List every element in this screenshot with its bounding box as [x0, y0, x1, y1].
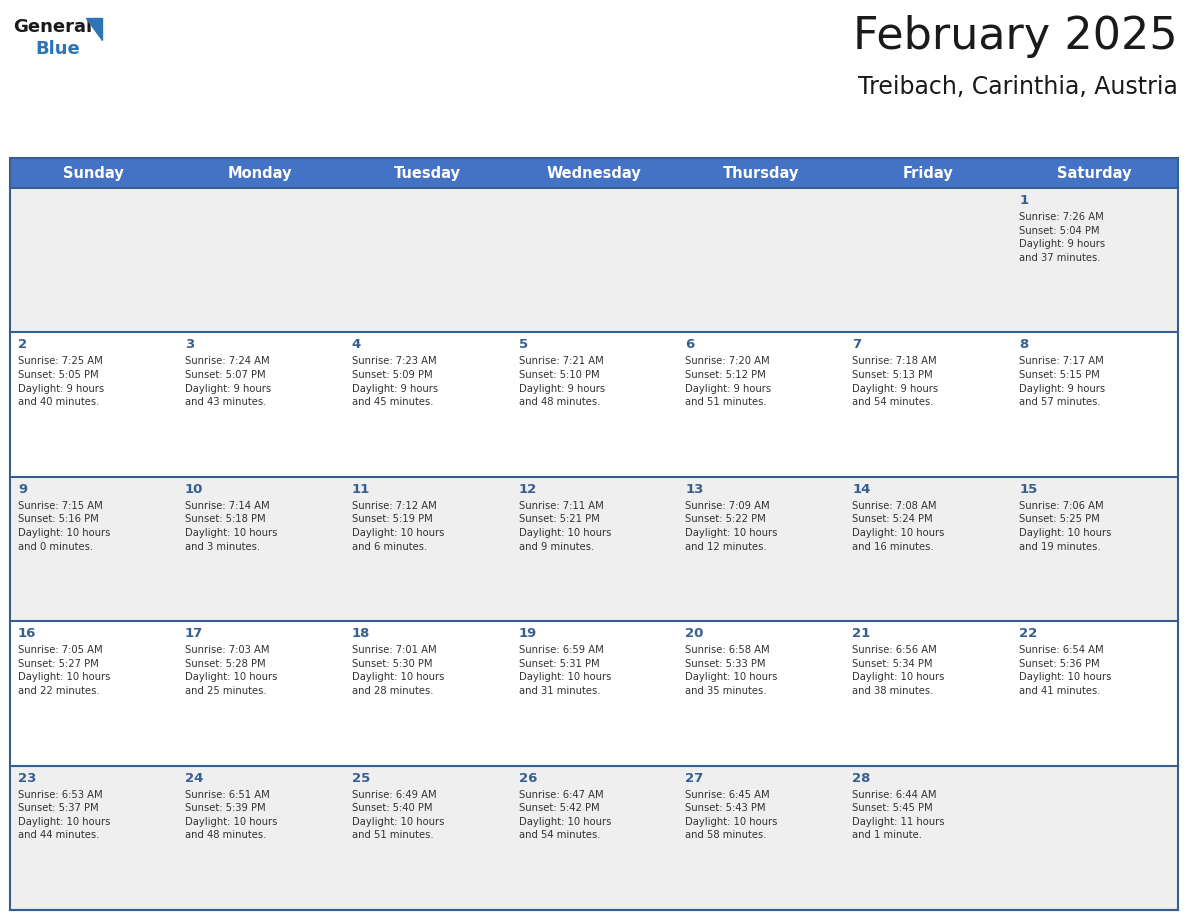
Text: Sunrise: 7:05 AM
Sunset: 5:27 PM
Daylight: 10 hours
and 22 minutes.: Sunrise: 7:05 AM Sunset: 5:27 PM Dayligh… — [18, 645, 110, 696]
Text: 28: 28 — [852, 772, 871, 785]
Text: 11: 11 — [352, 483, 369, 496]
Text: Saturday: Saturday — [1057, 165, 1132, 181]
Text: Sunrise: 6:53 AM
Sunset: 5:37 PM
Daylight: 10 hours
and 44 minutes.: Sunrise: 6:53 AM Sunset: 5:37 PM Dayligh… — [18, 789, 110, 840]
Text: Sunrise: 7:09 AM
Sunset: 5:22 PM
Daylight: 10 hours
and 12 minutes.: Sunrise: 7:09 AM Sunset: 5:22 PM Dayligh… — [685, 501, 778, 552]
Text: Sunrise: 7:12 AM
Sunset: 5:19 PM
Daylight: 10 hours
and 6 minutes.: Sunrise: 7:12 AM Sunset: 5:19 PM Dayligh… — [352, 501, 444, 552]
Text: Sunrise: 6:49 AM
Sunset: 5:40 PM
Daylight: 10 hours
and 51 minutes.: Sunrise: 6:49 AM Sunset: 5:40 PM Dayligh… — [352, 789, 444, 840]
Text: Sunrise: 7:26 AM
Sunset: 5:04 PM
Daylight: 9 hours
and 37 minutes.: Sunrise: 7:26 AM Sunset: 5:04 PM Dayligh… — [1019, 212, 1105, 263]
Text: 19: 19 — [519, 627, 537, 640]
Text: Treibach, Carinthia, Austria: Treibach, Carinthia, Austria — [858, 75, 1178, 99]
Text: Thursday: Thursday — [722, 165, 800, 181]
Text: General: General — [13, 18, 93, 36]
Text: Monday: Monday — [228, 165, 292, 181]
Text: 6: 6 — [685, 339, 695, 352]
Text: 27: 27 — [685, 772, 703, 785]
Text: 15: 15 — [1019, 483, 1037, 496]
Text: 21: 21 — [852, 627, 871, 640]
Text: Sunrise: 7:23 AM
Sunset: 5:09 PM
Daylight: 9 hours
and 45 minutes.: Sunrise: 7:23 AM Sunset: 5:09 PM Dayligh… — [352, 356, 438, 408]
Bar — [10, 332, 1178, 476]
Text: 8: 8 — [1019, 339, 1029, 352]
Text: Sunrise: 7:01 AM
Sunset: 5:30 PM
Daylight: 10 hours
and 28 minutes.: Sunrise: 7:01 AM Sunset: 5:30 PM Dayligh… — [352, 645, 444, 696]
Text: 26: 26 — [519, 772, 537, 785]
Text: Sunrise: 7:14 AM
Sunset: 5:18 PM
Daylight: 10 hours
and 3 minutes.: Sunrise: 7:14 AM Sunset: 5:18 PM Dayligh… — [185, 501, 277, 552]
Text: 7: 7 — [852, 339, 861, 352]
Text: 3: 3 — [185, 339, 194, 352]
Text: Sunrise: 6:45 AM
Sunset: 5:43 PM
Daylight: 10 hours
and 58 minutes.: Sunrise: 6:45 AM Sunset: 5:43 PM Dayligh… — [685, 789, 778, 840]
Text: Sunrise: 7:18 AM
Sunset: 5:13 PM
Daylight: 9 hours
and 54 minutes.: Sunrise: 7:18 AM Sunset: 5:13 PM Dayligh… — [852, 356, 939, 408]
Text: Sunrise: 6:59 AM
Sunset: 5:31 PM
Daylight: 10 hours
and 31 minutes.: Sunrise: 6:59 AM Sunset: 5:31 PM Dayligh… — [519, 645, 611, 696]
Text: 17: 17 — [185, 627, 203, 640]
Text: 18: 18 — [352, 627, 371, 640]
Bar — [10, 188, 1178, 332]
Text: Blue: Blue — [34, 40, 80, 58]
Text: 9: 9 — [18, 483, 27, 496]
Text: Sunrise: 6:47 AM
Sunset: 5:42 PM
Daylight: 10 hours
and 54 minutes.: Sunrise: 6:47 AM Sunset: 5:42 PM Dayligh… — [519, 789, 611, 840]
Text: 22: 22 — [1019, 627, 1037, 640]
Bar — [10, 158, 1178, 188]
Text: Sunrise: 7:24 AM
Sunset: 5:07 PM
Daylight: 9 hours
and 43 minutes.: Sunrise: 7:24 AM Sunset: 5:07 PM Dayligh… — [185, 356, 271, 408]
Text: Sunrise: 7:03 AM
Sunset: 5:28 PM
Daylight: 10 hours
and 25 minutes.: Sunrise: 7:03 AM Sunset: 5:28 PM Dayligh… — [185, 645, 277, 696]
Text: 13: 13 — [685, 483, 703, 496]
Text: Sunrise: 7:17 AM
Sunset: 5:15 PM
Daylight: 9 hours
and 57 minutes.: Sunrise: 7:17 AM Sunset: 5:15 PM Dayligh… — [1019, 356, 1105, 408]
Text: Tuesday: Tuesday — [393, 165, 461, 181]
Text: 10: 10 — [185, 483, 203, 496]
Text: 2: 2 — [18, 339, 27, 352]
Text: 4: 4 — [352, 339, 361, 352]
Bar — [10, 766, 1178, 910]
Text: Sunrise: 7:11 AM
Sunset: 5:21 PM
Daylight: 10 hours
and 9 minutes.: Sunrise: 7:11 AM Sunset: 5:21 PM Dayligh… — [519, 501, 611, 552]
Text: 25: 25 — [352, 772, 369, 785]
Text: Friday: Friday — [903, 165, 953, 181]
Text: Sunrise: 7:21 AM
Sunset: 5:10 PM
Daylight: 9 hours
and 48 minutes.: Sunrise: 7:21 AM Sunset: 5:10 PM Dayligh… — [519, 356, 605, 408]
Text: 20: 20 — [685, 627, 703, 640]
Text: Sunrise: 6:58 AM
Sunset: 5:33 PM
Daylight: 10 hours
and 35 minutes.: Sunrise: 6:58 AM Sunset: 5:33 PM Dayligh… — [685, 645, 778, 696]
Text: Sunrise: 7:06 AM
Sunset: 5:25 PM
Daylight: 10 hours
and 19 minutes.: Sunrise: 7:06 AM Sunset: 5:25 PM Dayligh… — [1019, 501, 1112, 552]
Text: 1: 1 — [1019, 194, 1029, 207]
Text: 23: 23 — [18, 772, 37, 785]
Text: Sunrise: 7:08 AM
Sunset: 5:24 PM
Daylight: 10 hours
and 16 minutes.: Sunrise: 7:08 AM Sunset: 5:24 PM Dayligh… — [852, 501, 944, 552]
Text: 16: 16 — [18, 627, 37, 640]
Text: 24: 24 — [185, 772, 203, 785]
Text: 5: 5 — [519, 339, 527, 352]
Text: 14: 14 — [852, 483, 871, 496]
Text: Sunrise: 6:56 AM
Sunset: 5:34 PM
Daylight: 10 hours
and 38 minutes.: Sunrise: 6:56 AM Sunset: 5:34 PM Dayligh… — [852, 645, 944, 696]
Text: Sunrise: 7:15 AM
Sunset: 5:16 PM
Daylight: 10 hours
and 0 minutes.: Sunrise: 7:15 AM Sunset: 5:16 PM Dayligh… — [18, 501, 110, 552]
Bar — [10, 158, 1178, 910]
Bar — [10, 621, 1178, 766]
Bar — [10, 476, 1178, 621]
Text: Sunrise: 7:20 AM
Sunset: 5:12 PM
Daylight: 9 hours
and 51 minutes.: Sunrise: 7:20 AM Sunset: 5:12 PM Dayligh… — [685, 356, 771, 408]
Text: Sunrise: 7:25 AM
Sunset: 5:05 PM
Daylight: 9 hours
and 40 minutes.: Sunrise: 7:25 AM Sunset: 5:05 PM Dayligh… — [18, 356, 105, 408]
Text: February 2025: February 2025 — [853, 15, 1178, 58]
Text: Sunrise: 6:44 AM
Sunset: 5:45 PM
Daylight: 11 hours
and 1 minute.: Sunrise: 6:44 AM Sunset: 5:45 PM Dayligh… — [852, 789, 944, 840]
Text: Wednesday: Wednesday — [546, 165, 642, 181]
Text: 12: 12 — [519, 483, 537, 496]
Polygon shape — [87, 18, 102, 40]
Text: Sunday: Sunday — [63, 165, 124, 181]
Text: Sunrise: 6:51 AM
Sunset: 5:39 PM
Daylight: 10 hours
and 48 minutes.: Sunrise: 6:51 AM Sunset: 5:39 PM Dayligh… — [185, 789, 277, 840]
Text: Sunrise: 6:54 AM
Sunset: 5:36 PM
Daylight: 10 hours
and 41 minutes.: Sunrise: 6:54 AM Sunset: 5:36 PM Dayligh… — [1019, 645, 1112, 696]
